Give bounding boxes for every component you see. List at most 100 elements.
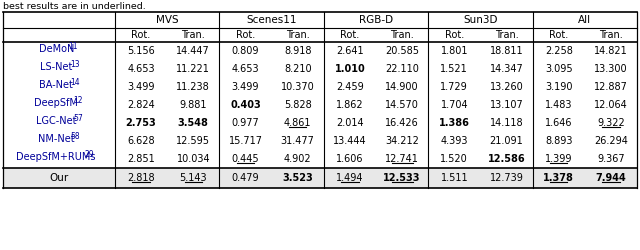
- Text: DeepSfM: DeepSfM: [35, 98, 78, 108]
- Text: 8.210: 8.210: [284, 64, 312, 74]
- Text: Tran.: Tran.: [599, 30, 623, 40]
- Text: NM-Net: NM-Net: [38, 134, 74, 144]
- Text: 2.851: 2.851: [127, 154, 155, 164]
- Text: 11: 11: [68, 42, 78, 51]
- Text: RGB-D: RGB-D: [359, 15, 393, 25]
- Text: 58: 58: [70, 132, 80, 141]
- Text: Tran.: Tran.: [286, 30, 310, 40]
- Text: 5.828: 5.828: [284, 100, 312, 110]
- Text: 1.862: 1.862: [336, 100, 364, 110]
- Text: 4.902: 4.902: [284, 154, 312, 164]
- Text: 12.533: 12.533: [383, 173, 421, 183]
- Text: 12.064: 12.064: [594, 100, 628, 110]
- Text: 13: 13: [70, 60, 80, 69]
- Text: 1.010: 1.010: [335, 64, 365, 74]
- Text: 14.570: 14.570: [385, 100, 419, 110]
- Text: 12.887: 12.887: [594, 82, 628, 92]
- Text: 4.393: 4.393: [440, 136, 468, 146]
- Text: 12.595: 12.595: [176, 136, 211, 146]
- Text: 9.322: 9.322: [597, 118, 625, 128]
- Text: Scenes11: Scenes11: [246, 15, 297, 25]
- Text: 10.034: 10.034: [177, 154, 210, 164]
- Text: 1.801: 1.801: [440, 46, 468, 56]
- Text: DeMoN: DeMoN: [38, 44, 74, 54]
- Text: 22.110: 22.110: [385, 64, 419, 74]
- Text: 12.586: 12.586: [488, 154, 525, 164]
- Text: best results are in underlined.: best results are in underlined.: [3, 2, 146, 11]
- Text: 14.821: 14.821: [594, 46, 628, 56]
- Text: 1.511: 1.511: [440, 173, 468, 183]
- Text: Sun3D: Sun3D: [463, 15, 498, 25]
- Text: 4.653: 4.653: [127, 64, 155, 74]
- Text: 21.091: 21.091: [490, 136, 524, 146]
- Text: 9.881: 9.881: [180, 100, 207, 110]
- Text: 13.260: 13.260: [490, 82, 524, 92]
- Text: Rot.: Rot.: [340, 30, 360, 40]
- Text: 34.212: 34.212: [385, 136, 419, 146]
- Text: Tran.: Tran.: [390, 30, 414, 40]
- Text: 0.977: 0.977: [232, 118, 259, 128]
- Text: 12.741: 12.741: [385, 154, 419, 164]
- Text: 2.824: 2.824: [127, 100, 155, 110]
- Text: 3.499: 3.499: [127, 82, 155, 92]
- Text: 3.523: 3.523: [282, 173, 313, 183]
- Text: 5.156: 5.156: [127, 46, 155, 56]
- Text: 4.861: 4.861: [284, 118, 312, 128]
- Text: 1.386: 1.386: [439, 118, 470, 128]
- Text: Tran.: Tran.: [181, 30, 205, 40]
- Text: DeepSfM+RUMs: DeepSfM+RUMs: [17, 152, 96, 162]
- Text: Our: Our: [49, 173, 68, 183]
- Text: 6.628: 6.628: [127, 136, 155, 146]
- Text: 2.818: 2.818: [127, 173, 155, 183]
- Text: 1.729: 1.729: [440, 82, 468, 92]
- Text: 4.653: 4.653: [232, 64, 259, 74]
- Text: BA-Net: BA-Net: [39, 80, 73, 90]
- Text: 1.606: 1.606: [336, 154, 364, 164]
- Text: 0.403: 0.403: [230, 100, 261, 110]
- Text: 14.118: 14.118: [490, 118, 524, 128]
- Text: 14.447: 14.447: [177, 46, 210, 56]
- Text: 13.107: 13.107: [490, 100, 524, 110]
- Text: 12: 12: [73, 96, 83, 105]
- Text: 7.944: 7.944: [596, 173, 627, 183]
- Text: 15.717: 15.717: [228, 136, 262, 146]
- Text: 10.370: 10.370: [281, 82, 315, 92]
- Text: 5.143: 5.143: [179, 173, 207, 183]
- Text: Tran.: Tran.: [495, 30, 518, 40]
- Text: MVS: MVS: [156, 15, 179, 25]
- Text: 1.494: 1.494: [336, 173, 364, 183]
- Text: 3.190: 3.190: [545, 82, 572, 92]
- Text: 2.753: 2.753: [125, 118, 156, 128]
- Text: 1.378: 1.378: [543, 173, 574, 183]
- Text: 12.739: 12.739: [490, 173, 524, 183]
- Text: 16.426: 16.426: [385, 118, 419, 128]
- Text: Rot.: Rot.: [445, 30, 464, 40]
- Text: 8.918: 8.918: [284, 46, 312, 56]
- Text: 2.641: 2.641: [336, 46, 364, 56]
- Text: LS-Net: LS-Net: [40, 62, 72, 72]
- Text: 8.893: 8.893: [545, 136, 572, 146]
- Text: Rot.: Rot.: [549, 30, 568, 40]
- Text: 3.095: 3.095: [545, 64, 573, 74]
- Text: 1.520: 1.520: [440, 154, 468, 164]
- Text: 0.479: 0.479: [232, 173, 259, 183]
- Text: 18.811: 18.811: [490, 46, 524, 56]
- Text: 1.646: 1.646: [545, 118, 572, 128]
- Text: 14.347: 14.347: [490, 64, 524, 74]
- Text: 1.399: 1.399: [545, 154, 572, 164]
- Bar: [3, 168, 637, 188]
- Text: All: All: [578, 15, 591, 25]
- Text: 14: 14: [70, 78, 80, 87]
- Text: 2.014: 2.014: [336, 118, 364, 128]
- Text: 26.294: 26.294: [594, 136, 628, 146]
- Text: 31.477: 31.477: [281, 136, 315, 146]
- Text: 2.459: 2.459: [336, 82, 364, 92]
- Text: 9.367: 9.367: [597, 154, 625, 164]
- Text: 11.221: 11.221: [177, 64, 210, 74]
- Text: 29: 29: [84, 150, 93, 159]
- Text: LGC-Net: LGC-Net: [36, 116, 76, 126]
- Text: 57: 57: [73, 114, 83, 123]
- Text: 2.258: 2.258: [545, 46, 573, 56]
- Text: 3.548: 3.548: [178, 118, 209, 128]
- Text: 13.444: 13.444: [333, 136, 367, 146]
